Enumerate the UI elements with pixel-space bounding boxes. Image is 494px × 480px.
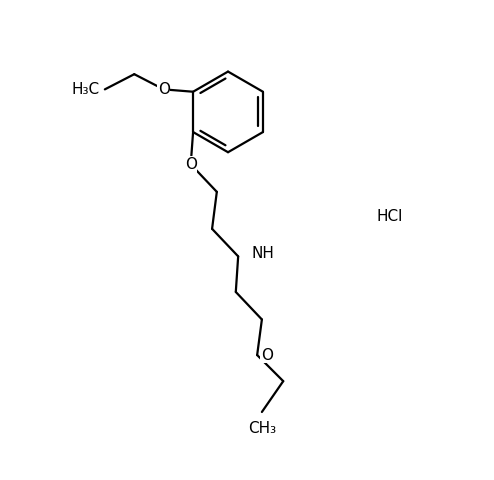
Text: HCl: HCl <box>376 209 403 224</box>
Text: H₃C: H₃C <box>72 82 100 97</box>
Text: NH: NH <box>251 247 274 262</box>
Text: CH₃: CH₃ <box>248 420 276 435</box>
Text: O: O <box>185 157 197 172</box>
Text: O: O <box>158 82 169 97</box>
Text: O: O <box>261 348 273 362</box>
